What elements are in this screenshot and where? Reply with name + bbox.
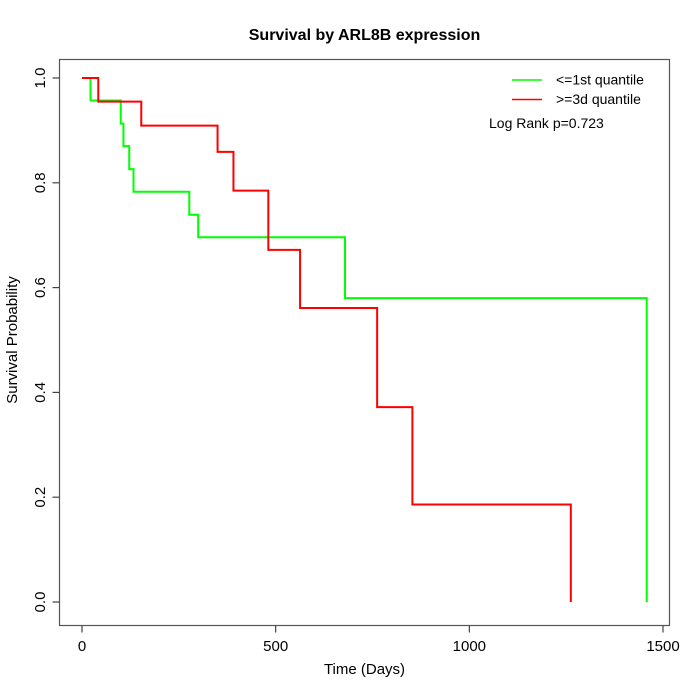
- x-tick-label: 0: [78, 638, 86, 655]
- y-tick-label: 0.6: [32, 277, 49, 298]
- plot-frame: [58, 58, 671, 627]
- x-axis: 0 500 1000 1500: [78, 625, 680, 655]
- survival-curves: [82, 77, 648, 602]
- survival-curve-high-quantile: [82, 77, 572, 602]
- logrank-annotation: Log Rank p=0.723: [489, 115, 604, 131]
- x-tick-label: 500: [263, 638, 288, 655]
- x-tick-label: 1000: [453, 638, 486, 655]
- y-tick-label: 0.0: [32, 592, 49, 613]
- y-tick-label: 1.0: [32, 68, 49, 89]
- legend-label-low-quantile: <=1st quantile: [556, 72, 644, 88]
- chart-title: Survival by ARL8B expression: [249, 27, 481, 44]
- legend-label-high-quantile: >=3d quantile: [556, 91, 641, 107]
- x-axis-label: Time (Days): [324, 661, 405, 678]
- y-tick-label: 0.4: [32, 382, 49, 403]
- legend: <=1st quantile >=3d quantile Log Rank p=…: [489, 72, 644, 132]
- y-tick-label: 0.2: [32, 487, 49, 508]
- y-axis-label: Survival Probability: [4, 276, 21, 404]
- y-tick-label: 0.8: [32, 172, 49, 193]
- x-tick-label: 1500: [646, 638, 679, 655]
- y-axis: 0.0 0.2 0.4 0.6 0.8 1.0: [32, 68, 60, 613]
- survival-curve-low-quantile: [82, 77, 648, 602]
